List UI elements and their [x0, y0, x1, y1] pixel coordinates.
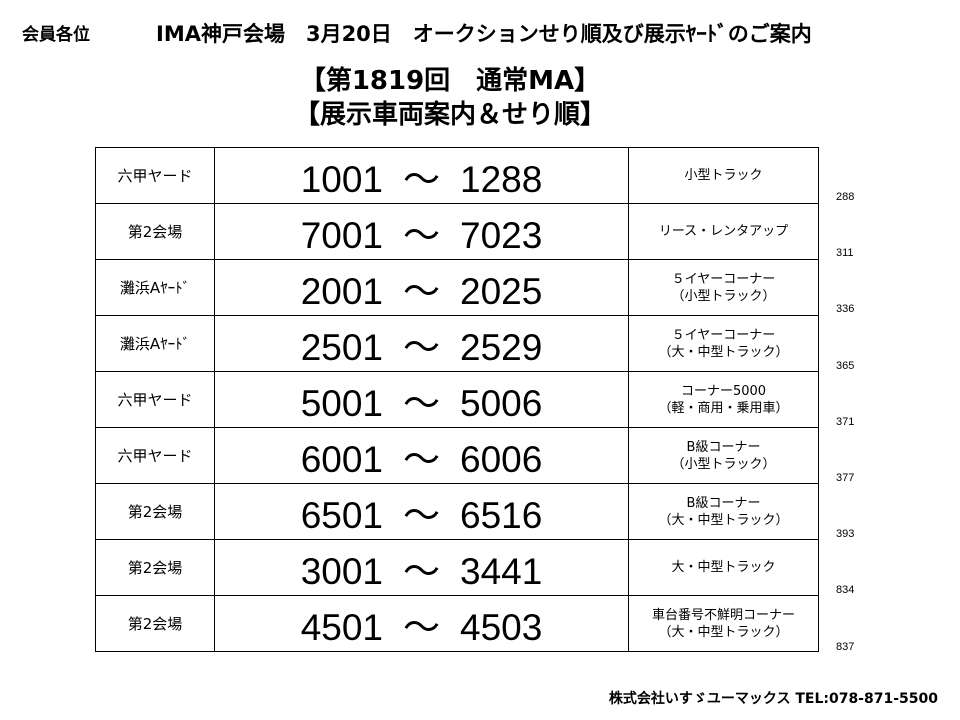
table-row: 六甲ヤード 5001 ～ 5006 コーナー5000 （軽・商用・乗用車） [95, 371, 819, 428]
session-title: 【第1819回 通常MA】 [299, 66, 601, 96]
range-separator: ～ [403, 494, 440, 536]
category-line: リース・レンタアップ [658, 224, 789, 239]
lot-start: 2001 [300, 270, 383, 312]
table-row: 第2会場 6501 ～ 6516 B級コーナー （大・中型トラック） [95, 483, 819, 540]
lot-start: 6001 [300, 438, 383, 480]
range-separator: ～ [403, 270, 440, 312]
category-line: B級コーナー [686, 439, 761, 455]
yard-cell: 第2会場 [95, 595, 215, 652]
lot-start: 1001 [300, 158, 383, 200]
yard-cell: 第2会場 [95, 203, 215, 260]
table-row: 第2会場 4501 ～ 4503 車台番号不鮮明コーナー （大・中型トラック） [95, 595, 819, 652]
cumulative-count: 377 [836, 472, 855, 484]
lot-end: 5006 [460, 382, 543, 424]
category-line: （軽・商用・乗用車） [658, 400, 789, 416]
category-line: （大・中型トラック） [658, 344, 789, 360]
range-separator: ～ [403, 550, 440, 592]
category-cell: ５イヤーコーナー （大・中型トラック） [628, 315, 819, 372]
lot-range-cell: 1001 ～ 1288 [214, 147, 629, 204]
category-line: ５イヤーコーナー [671, 271, 776, 287]
table-row: 第2会場 7001 ～ 7023 リース・レンタアップ [95, 203, 819, 260]
range-separator: ～ [403, 326, 440, 368]
lot-range-cell: 4501 ～ 4503 [214, 595, 629, 652]
range-separator: ～ [403, 158, 440, 200]
lot-start: 5001 [300, 382, 383, 424]
category-line: （大・中型トラック） [658, 512, 789, 528]
range-separator: ～ [403, 214, 440, 256]
lot-start: 7001 [300, 214, 383, 256]
category-cell: B級コーナー （大・中型トラック） [628, 483, 819, 540]
lot-end: 2025 [460, 270, 543, 312]
range-separator: ～ [403, 382, 440, 424]
category-line: B級コーナー [686, 495, 761, 511]
cumulative-count: 311 [836, 247, 854, 260]
lot-start: 3001 [300, 550, 383, 592]
cumulative-count: 834 [836, 584, 855, 597]
yard-cell: 灘浜Aﾔｰﾄﾞ [95, 315, 215, 372]
lot-end: 1288 [460, 158, 543, 200]
category-line: コーナー5000 [680, 383, 767, 399]
category-cell: コーナー5000 （軽・商用・乗用車） [628, 371, 819, 428]
lot-end: 3441 [460, 550, 543, 592]
lot-end: 4503 [460, 606, 543, 648]
table-row: 六甲ヤード 6001 ～ 6006 B級コーナー （小型トラック） [95, 427, 819, 484]
auction-order-table: 六甲ヤード 1001 ～ 1288 小型トラック第2会場 7001 ～ 7023 リース・レンタ… [95, 147, 819, 652]
lot-range-cell: 6001 ～ 6006 [214, 427, 629, 484]
category-line: （小型トラック） [671, 456, 776, 472]
section-title: 【展示車両案内＆せり順】 [293, 100, 606, 130]
cumulative-count: 365 [836, 359, 855, 372]
table-row: 第2会場 3001 ～ 3441 大・中型トラック [95, 539, 819, 596]
page-title: IMA神戸会場 3月20日 オークションせり順及び展示ﾔｰﾄﾞのご案内 [156, 22, 812, 46]
category-line: （大・中型トラック） [658, 624, 789, 640]
category-line: 大・中型トラック [671, 560, 776, 575]
category-cell: 大・中型トラック [628, 539, 819, 596]
category-cell: 小型トラック [628, 147, 819, 204]
lot-start: 6501 [300, 494, 383, 536]
cumulative-count: 288 [836, 191, 855, 203]
lot-range-cell: 2501 ～ 2529 [214, 315, 629, 372]
lot-range-cell: 3001 ～ 3441 [214, 539, 629, 596]
lot-end: 6006 [460, 438, 543, 480]
yard-cell: 灘浜Aﾔｰﾄﾞ [95, 259, 215, 316]
category-cell: B級コーナー （小型トラック） [628, 427, 819, 484]
table-row: 灘浜Aﾔｰﾄﾞ 2001 ～ 2025 ５イヤーコーナー （小型トラック） [95, 259, 819, 316]
recipients-label: 会員各位 [22, 25, 90, 45]
category-line: （小型トラック） [671, 288, 776, 304]
category-cell: ５イヤーコーナー （小型トラック） [628, 259, 819, 316]
yard-cell: 第2会場 [95, 539, 215, 596]
cumulative-count: 371 [836, 415, 855, 428]
category-line: ５イヤーコーナー [671, 327, 776, 343]
cumulative-count: 837 [836, 640, 855, 653]
company-contact: 株式会社いすゞユーマックス TEL:078-871-5500 [608, 691, 938, 707]
table-row: 灘浜Aﾔｰﾄﾞ 2501 ～ 2529 ５イヤーコーナー （大・中型トラック） [95, 315, 819, 372]
yard-cell: 六甲ヤード [95, 371, 215, 428]
lot-range-cell: 2001 ～ 2025 [214, 259, 629, 316]
yard-cell: 第2会場 [95, 483, 215, 540]
lot-start: 4501 [300, 606, 383, 648]
lot-end: 6516 [460, 494, 543, 536]
yard-cell: 六甲ヤード [95, 147, 215, 204]
category-line: 小型トラック [684, 168, 763, 183]
lot-range-cell: 6501 ～ 6516 [214, 483, 629, 540]
lot-range-cell: 7001 ～ 7023 [214, 203, 629, 260]
lot-range-cell: 5001 ～ 5006 [214, 371, 629, 428]
category-cell: 車台番号不鮮明コーナー （大・中型トラック） [628, 595, 819, 652]
category-cell: リース・レンタアップ [628, 203, 819, 260]
yard-cell: 六甲ヤード [95, 427, 215, 484]
cumulative-count: 336 [836, 303, 855, 316]
range-separator: ～ [403, 606, 440, 648]
lot-end: 2529 [460, 326, 543, 368]
category-line: 車台番号不鮮明コーナー [651, 607, 795, 623]
table-row: 六甲ヤード 1001 ～ 1288 小型トラック [95, 147, 819, 204]
lot-end: 7023 [460, 214, 543, 256]
cumulative-count: 393 [836, 528, 855, 541]
lot-start: 2501 [300, 326, 383, 368]
range-separator: ～ [403, 438, 440, 480]
